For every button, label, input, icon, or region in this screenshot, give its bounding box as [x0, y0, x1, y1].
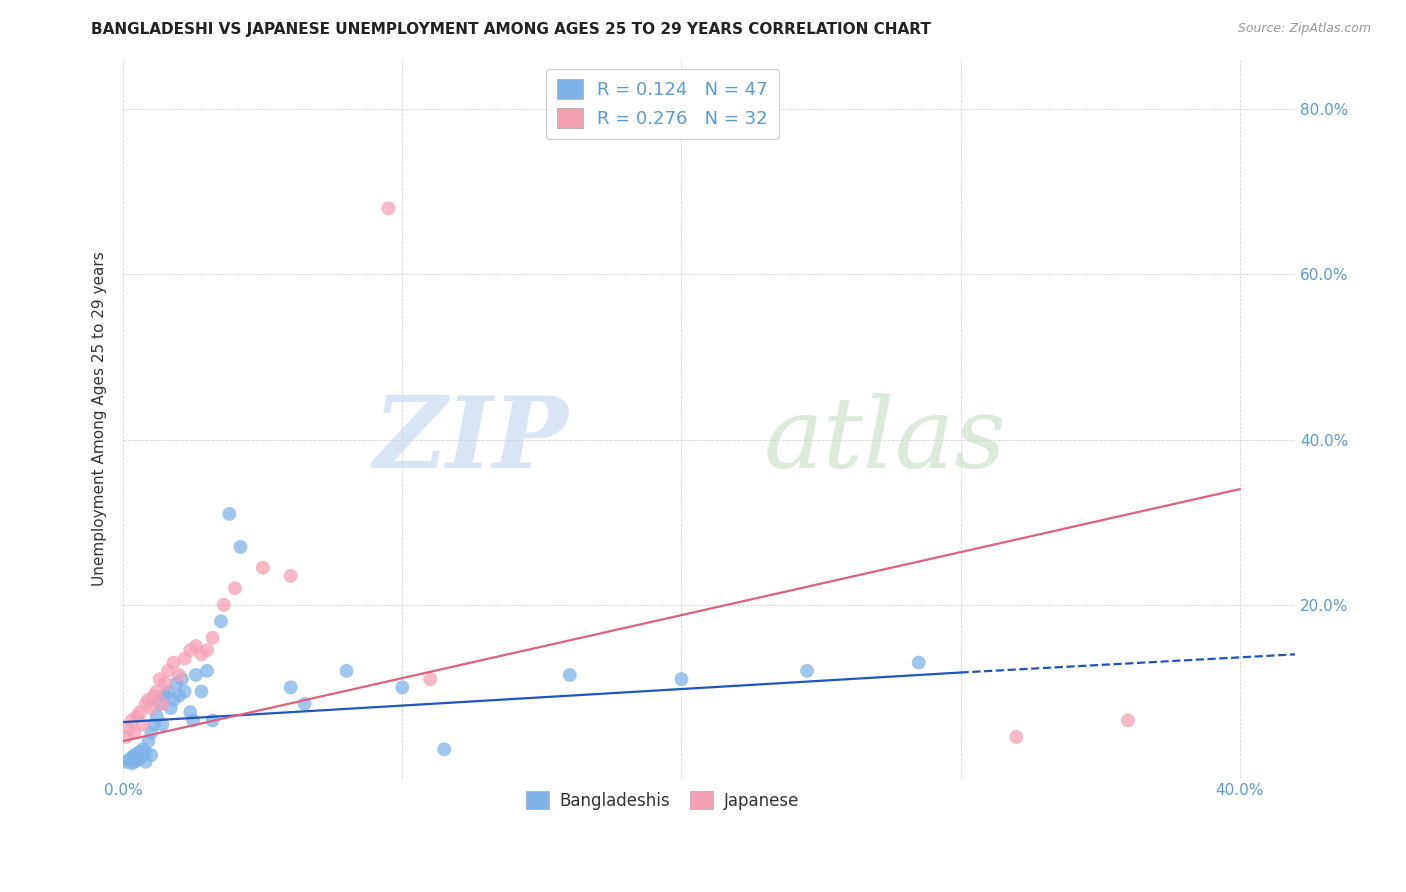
Point	[377, 202, 399, 216]
Point	[209, 615, 232, 629]
Point	[129, 750, 152, 764]
Point	[167, 668, 190, 682]
Point	[150, 697, 173, 711]
Point	[124, 748, 146, 763]
Point	[118, 722, 141, 736]
Point	[141, 726, 163, 740]
Point	[156, 684, 179, 698]
Point	[162, 693, 184, 707]
Point	[141, 701, 163, 715]
Point	[165, 676, 187, 690]
Point	[195, 643, 218, 657]
Point	[195, 664, 218, 678]
Point	[229, 540, 252, 554]
Point	[671, 672, 693, 686]
Point	[135, 755, 157, 769]
Point	[167, 689, 190, 703]
Point	[135, 697, 157, 711]
Point	[224, 581, 246, 595]
Point	[212, 598, 235, 612]
Point	[391, 681, 413, 695]
Point	[907, 656, 929, 670]
Point	[132, 717, 155, 731]
Point	[419, 672, 441, 686]
Point	[159, 701, 181, 715]
Point	[184, 639, 207, 653]
Point	[127, 747, 149, 761]
Point	[132, 748, 155, 763]
Legend: Bangladeshis, Japanese: Bangladeshis, Japanese	[519, 785, 806, 817]
Point	[141, 748, 163, 763]
Point	[138, 693, 160, 707]
Point	[149, 672, 172, 686]
Point	[294, 697, 316, 711]
Point	[121, 714, 143, 728]
Point	[156, 664, 179, 678]
Point	[190, 684, 212, 698]
Point	[115, 730, 138, 744]
Point	[129, 705, 152, 719]
Point	[143, 689, 166, 703]
Point	[150, 717, 173, 731]
Text: ZIP: ZIP	[374, 392, 568, 489]
Y-axis label: Unemployment Among Ages 25 to 29 years: Unemployment Among Ages 25 to 29 years	[93, 252, 107, 586]
Point	[1005, 730, 1028, 744]
Point	[280, 569, 302, 583]
Point	[143, 717, 166, 731]
Point	[201, 631, 224, 645]
Point	[170, 672, 193, 686]
Point	[138, 734, 160, 748]
Point	[558, 668, 581, 682]
Point	[433, 742, 456, 756]
Point	[121, 756, 143, 771]
Point	[1116, 714, 1139, 728]
Point	[173, 684, 195, 698]
Point	[146, 684, 169, 698]
Point	[252, 560, 274, 574]
Point	[135, 745, 157, 759]
Point	[146, 709, 169, 723]
Text: atlas: atlas	[763, 392, 1007, 488]
Point	[190, 648, 212, 662]
Point	[181, 714, 204, 728]
Point	[127, 709, 149, 723]
Point	[218, 507, 240, 521]
Point	[149, 697, 172, 711]
Point	[127, 753, 149, 767]
Point	[129, 745, 152, 759]
Point	[153, 676, 176, 690]
Point	[184, 668, 207, 682]
Point	[173, 651, 195, 665]
Point	[118, 753, 141, 767]
Point	[179, 643, 201, 657]
Point	[201, 714, 224, 728]
Point	[115, 755, 138, 769]
Point	[335, 664, 357, 678]
Point	[162, 656, 184, 670]
Text: BANGLADESHI VS JAPANESE UNEMPLOYMENT AMONG AGES 25 TO 29 YEARS CORRELATION CHART: BANGLADESHI VS JAPANESE UNEMPLOYMENT AMO…	[91, 22, 931, 37]
Point	[179, 705, 201, 719]
Point	[153, 689, 176, 703]
Point	[796, 664, 818, 678]
Point	[124, 755, 146, 769]
Point	[121, 750, 143, 764]
Text: Source: ZipAtlas.com: Source: ZipAtlas.com	[1237, 22, 1371, 36]
Point	[280, 681, 302, 695]
Point	[132, 742, 155, 756]
Point	[124, 726, 146, 740]
